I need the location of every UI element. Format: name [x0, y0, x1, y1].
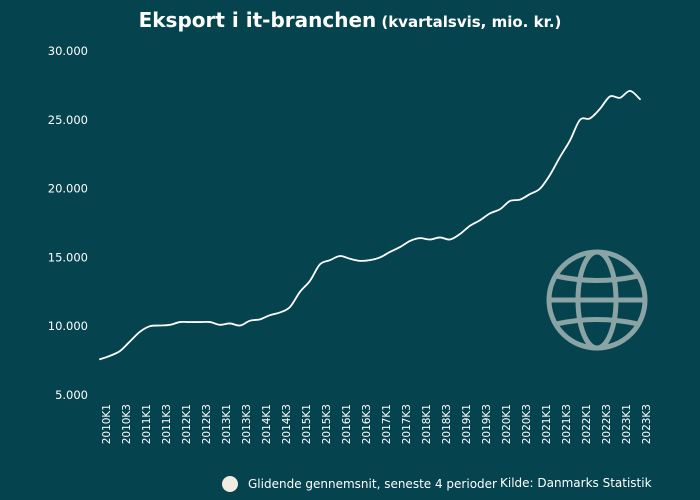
chart-title: Eksport i it-branchen	[138, 8, 377, 32]
x-tick-label: 2017K3	[401, 404, 413, 444]
y-tick-label: 20.000	[48, 182, 88, 196]
x-tick-label: 2011K3	[161, 404, 173, 444]
y-tick-label: 25.000	[48, 113, 88, 127]
x-tick-label: 2014K1	[261, 404, 273, 444]
x-tick-label: 2014K3	[281, 404, 293, 444]
x-tick-label: 2020K3	[521, 404, 533, 444]
y-tick-label: 5.000	[55, 388, 88, 402]
legend: Glidende gennemsnit, seneste 4 perioder	[222, 474, 497, 494]
chart-title-block: Eksport i it-branchen (kvartalsvis, mio.…	[0, 8, 700, 32]
x-tick-label: 2010K3	[121, 404, 133, 444]
series-line	[99, 90, 641, 361]
x-tick-label: 2022K1	[581, 404, 593, 444]
x-tick-label: 2012K1	[181, 404, 193, 444]
y-axis-ticks: 5.000 10.000 15.000 20.000 25.000 30.000	[48, 44, 88, 402]
x-tick-label: 2019K3	[481, 404, 493, 444]
x-tick-label: 2022K3	[601, 404, 613, 444]
x-tick-label: 2023K3	[641, 404, 653, 444]
x-tick-label: 2018K3	[441, 404, 453, 444]
x-tick-label: 2017K1	[381, 404, 393, 444]
source-note: Kilde: Danmarks Statistik	[500, 476, 652, 490]
x-tick-label: 2018K1	[421, 404, 433, 444]
x-tick-label: 2016K1	[341, 404, 353, 444]
x-tick-label: 2013K3	[241, 404, 253, 444]
x-tick-label: 2011K1	[141, 404, 153, 444]
x-tick-label: 2010K1	[101, 404, 113, 444]
x-tick-label: 2021K3	[561, 404, 573, 444]
x-tick-label: 2020K1	[501, 404, 513, 444]
x-tick-label: 2015K1	[301, 404, 313, 444]
x-tick-label: 2013K1	[221, 404, 233, 444]
x-axis-ticks: 2010K1 2010K3 2011K1 2011K3 2012K1 2012K3 2013…	[101, 404, 653, 444]
globe-icon	[546, 249, 648, 351]
x-tick-label: 2012K3	[201, 404, 213, 444]
x-tick-label: 2021K1	[541, 404, 553, 444]
x-tick-label: 2023K1	[621, 404, 633, 444]
y-tick-label: 10.000	[48, 319, 88, 333]
legend-label: Glidende gennemsnit, seneste 4 perioder	[248, 477, 497, 491]
y-tick-label: 15.000	[48, 250, 88, 264]
x-tick-label: 2015K3	[321, 404, 333, 444]
x-tick-label: 2016K3	[361, 404, 373, 444]
x-tick-label: 2019K1	[461, 404, 473, 444]
chart-subtitle: (kvartalsvis, mio. kr.)	[381, 13, 562, 31]
y-tick-label: 30.000	[48, 44, 88, 58]
series-lines	[99, 90, 641, 361]
legend-marker	[222, 476, 238, 492]
